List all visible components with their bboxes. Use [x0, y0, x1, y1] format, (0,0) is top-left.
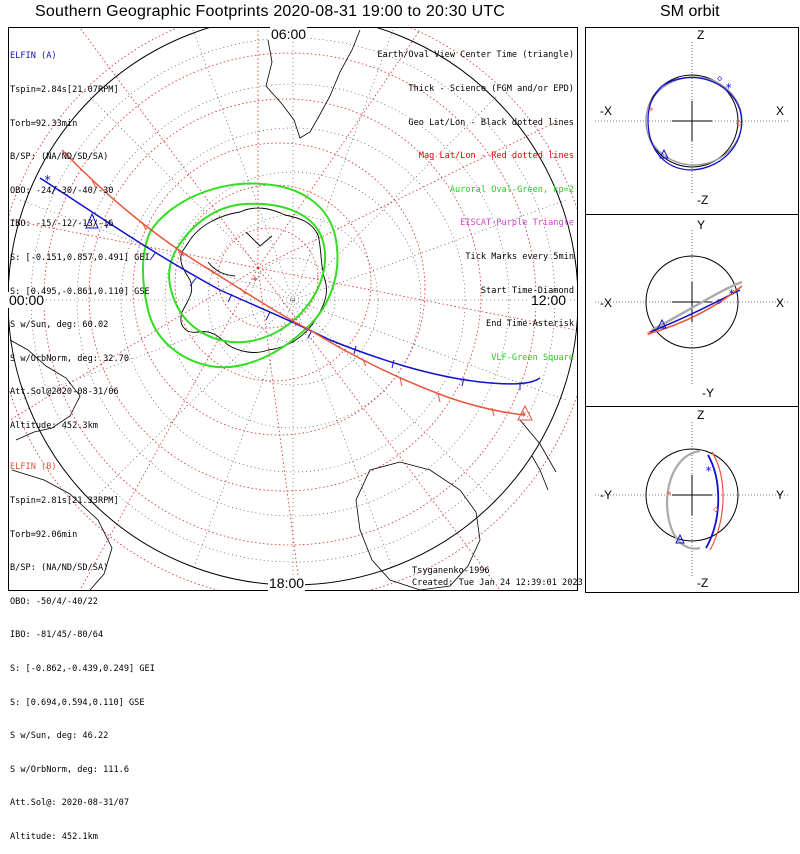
- orbit-panel-yz: * ◇ *: [595, 422, 790, 578]
- legend-item: Thick - Science (FGM and/or EPD): [408, 84, 574, 94]
- panel2-right-label: X: [776, 296, 785, 310]
- hour-label-top: 06:00: [270, 26, 308, 42]
- orbit-panel-xy: * * ◇: [595, 230, 790, 385]
- auroral-oval-inner: [168, 202, 326, 344]
- elfin-a-line: S: [-0.151,0.857,0.491] GEI: [10, 252, 150, 263]
- elfin-b-line: OBO: -50/4/-40/22: [10, 596, 98, 607]
- model-credit: Tsyganenko-1996: [412, 566, 490, 576]
- legend-item: Start Time-Diamond: [480, 285, 574, 296]
- elfin-a-line: IBO: -15/-12/-13/-16: [10, 219, 114, 230]
- auroral-oval-outer: [142, 182, 339, 369]
- panel1-top-label: Z: [697, 28, 705, 42]
- panel3-right-label: Y: [776, 488, 785, 502]
- hour-label-left: 00:00: [8, 292, 46, 308]
- svg-text:◇: ◇: [713, 505, 719, 515]
- svg-text:◇: ◇: [717, 74, 723, 84]
- svg-text:*: *: [705, 464, 712, 478]
- africa-coastline: [9, 339, 113, 590]
- panel2-top-label: Y: [697, 218, 706, 232]
- legend-item: Earth/Oval View Center Time (triangle): [377, 50, 574, 61]
- hour-label-right: 12:00: [530, 292, 568, 308]
- legend-item: Tick Marks every 5min: [465, 251, 574, 262]
- legend-item: Auroral Oval-Green, kp=2: [449, 184, 574, 195]
- elfin-b-end-asterisk: *: [520, 409, 527, 423]
- panel1-left-label: -X: [600, 104, 612, 118]
- elfin-b-line: S w/OrbNorm, deg: 111.6: [10, 764, 129, 775]
- legend-item: End Time-Asterisk: [486, 319, 574, 330]
- elfin-a-line: OBO: -24/-30/-40/-30: [10, 185, 114, 196]
- panel3-bottom-label: -Z: [697, 576, 709, 590]
- legend-item: Mag Lat/Lon - Red dotted lines: [418, 151, 574, 162]
- hour-label-bottom: 18:00: [268, 575, 306, 591]
- elfin-b-line: Tspin=2.81s[21.33RPM]: [10, 496, 119, 506]
- orbit-panel-xz: * ◇ * ◇: [595, 42, 790, 195]
- elfin-a-info: ELFIN (A) Tspin=2.84s[21.07RPM] Torb=92.…: [10, 29, 150, 443]
- elfin-b-line: Att.Sol@: 2020-08-31/07: [10, 798, 129, 809]
- legend-item: Geo Lat/Lon - Black dotted lines: [408, 117, 574, 128]
- panel1-bottom-label: -Z: [697, 193, 709, 207]
- panel3-left-label: -Y: [600, 488, 612, 502]
- elfin-a-line: Tspin=2.84s[21.07RPM]: [10, 85, 119, 95]
- elfin-a-ticks: [51, 185, 521, 390]
- panel2-left-label: -X: [600, 296, 612, 310]
- elfin-a-line: Altitude: 452.3km: [10, 420, 98, 431]
- elfin-b-line: S: [0.694,0.594,0.110] GSE: [10, 697, 145, 708]
- elfin-b-line: B/SP: (NA/ND/SD/SA): [10, 563, 109, 574]
- elfin-b-line: Altitude: 452.1km: [10, 831, 98, 842]
- svg-text:◇: ◇: [716, 297, 722, 307]
- panel1-right-label: X: [776, 104, 785, 118]
- elfin-b-name: ELFIN (B): [10, 462, 57, 473]
- svg-text:*: *: [728, 287, 735, 301]
- panel2-bottom-label: -Y: [702, 386, 714, 400]
- elfin-a-line: S: [0.495,-0.861,0.110] GSE: [10, 286, 150, 297]
- svg-text:*: *: [725, 81, 732, 95]
- elfin-a-name: ELFIN (A): [10, 51, 57, 62]
- elfin-b-view-center-triangle: [517, 404, 533, 421]
- elfin-b-line: IBO: -81/45/-80/64: [10, 630, 104, 641]
- elfin-a-view-center-triangle: [85, 212, 99, 229]
- elfin-a-end-asterisk: *: [44, 173, 51, 187]
- elfin-a-line: S w/OrbNorm, deg: 32.70: [10, 353, 129, 364]
- legend-item: EISCAT-Purple Triangle: [460, 218, 574, 229]
- legend: Earth/Oval View Center Time (triangle) T…: [377, 28, 574, 375]
- elfin-b-line: Torb=92.06min: [10, 529, 78, 540]
- elfin-a-line: Att.Sol@2020-08-31/06: [10, 387, 119, 398]
- elfin-a-line: S w/Sun, deg: 60.02: [10, 320, 109, 331]
- elfin-b-track: [61, 149, 526, 416]
- elfin-a-line: Torb=92.33min: [10, 118, 78, 129]
- australia-coastline: [355, 461, 481, 590]
- svg-text:◇: ◇: [736, 118, 742, 129]
- svg-text:*: *: [646, 330, 652, 341]
- south-america-coastline: [265, 29, 361, 139]
- elfin-a-line: B/SP: (NA/ND/SD/SA): [10, 152, 109, 163]
- svg-text:*: *: [666, 490, 672, 501]
- elfin-b-line: S w/Sun, deg: 46.22: [10, 731, 109, 742]
- new-zealand-coastline: [519, 419, 557, 491]
- orbit-panel-yz-frame: [585, 406, 799, 593]
- mag-pole-marker: +: [252, 274, 258, 285]
- panel3-top-label: Z: [697, 408, 705, 422]
- legend-item: VLF-Green Square: [491, 352, 574, 363]
- elfin-b-ticks: [91, 179, 495, 417]
- created-timestamp: Created: Tue Jan 24 12:39:01 2023: [412, 578, 583, 588]
- elfin-b-info: ELFIN (B) Tspin=2.81s[21.33RPM] Torb=92.…: [10, 440, 155, 854]
- svg-text:*: *: [648, 106, 654, 117]
- orbit-title: SM orbit: [660, 3, 720, 20]
- page-title: Southern Geographic Footprints 2020-08-3…: [35, 3, 506, 20]
- elfin-b-line: S: [-0.862,-0.439,0.249] GEI: [10, 663, 155, 674]
